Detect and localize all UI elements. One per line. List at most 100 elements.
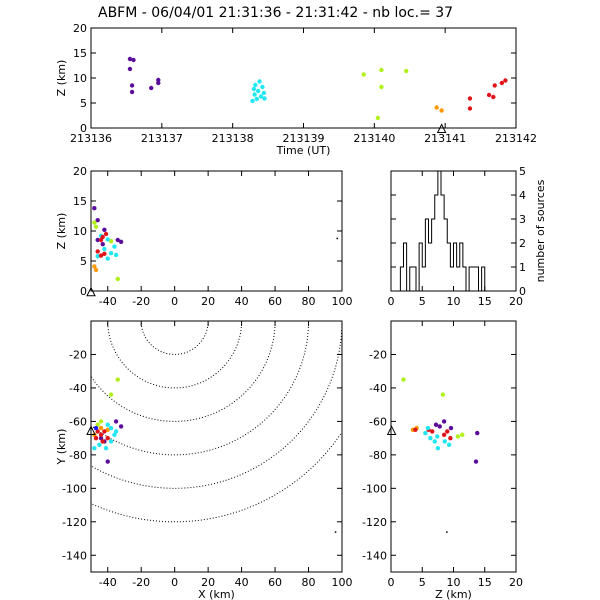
data-point (112, 432, 117, 437)
y-tick-label: 0 (519, 285, 526, 298)
x-tick-label: 10 (447, 576, 461, 589)
y-tick-label: 20 (73, 165, 87, 178)
data-point (261, 90, 267, 96)
plot-frame (90, 320, 343, 573)
data-point (262, 96, 267, 101)
data-point (115, 237, 120, 243)
data-point (404, 68, 409, 74)
figure-title: ABFM - 06/04/01 21:31:36 - 21:31:42 - nb… (98, 5, 453, 21)
data-point (252, 92, 257, 97)
y-tick-label: -120 (62, 516, 87, 529)
x-tick-label: 80 (302, 576, 316, 589)
data-point (440, 392, 446, 397)
data-point (93, 425, 99, 431)
data-point (112, 244, 117, 249)
data-point (105, 256, 110, 261)
data-point (413, 427, 418, 432)
data-point (129, 89, 135, 95)
y-tick-label: -60 (369, 415, 387, 428)
data-point (113, 429, 119, 434)
data-point (336, 237, 338, 240)
x-axis-label: Time (UT) (276, 144, 331, 157)
y-tick-label: -140 (62, 549, 87, 562)
histogram-bars (399, 170, 486, 292)
data-point (95, 254, 100, 259)
data-point (95, 218, 100, 223)
y-tick-label: 5 (80, 97, 87, 110)
data-point (257, 79, 262, 84)
data-point (98, 425, 104, 431)
x-tick-label: 213137 (141, 132, 183, 145)
data-point (375, 115, 381, 121)
panel-height-y: 0 5 10 15 20 -140 -120 -100 -80 -60 -40 -20 Z (km) (362, 320, 523, 600)
x-tick-label: 15 (478, 295, 492, 308)
y-tick-label: -80 (369, 449, 387, 462)
data-point (108, 239, 114, 244)
x-tick-label: 10 (447, 295, 461, 308)
data-point (92, 220, 97, 225)
data-point (100, 439, 105, 444)
data-point (102, 251, 107, 256)
x-tick-label: 0 (388, 576, 395, 589)
data-point (92, 445, 97, 451)
data-point (98, 435, 104, 441)
data-point (108, 439, 114, 444)
x-tick-label: 213140 (353, 132, 395, 145)
data-point (129, 83, 135, 88)
y-tick-label: -20 (69, 348, 87, 361)
data-point (108, 392, 114, 397)
y-tick-label: -60 (69, 415, 87, 428)
x-tick-label: 20 (201, 295, 215, 308)
data-point (467, 96, 473, 101)
data-point (102, 227, 107, 232)
data-point (108, 251, 114, 256)
y-tick-label: -20 (369, 348, 387, 361)
data-point (334, 531, 337, 533)
data-point (98, 237, 104, 243)
y-tick-label: -80 (69, 449, 87, 462)
x-tick-label: 20 (509, 295, 523, 308)
x-tick-label: 60 (268, 576, 282, 589)
data-point (113, 419, 119, 424)
y-tick-label: -120 (362, 516, 387, 529)
data-point (425, 425, 431, 431)
data-point (102, 246, 107, 252)
data-point (423, 430, 428, 436)
data-point (118, 239, 124, 244)
data-point (442, 439, 447, 444)
x-axis-label: Z (km) (435, 588, 472, 600)
x-tick-label: 20 (509, 576, 523, 589)
y-tick-label: -100 (362, 482, 387, 495)
data-point (503, 78, 508, 83)
data-point (105, 237, 110, 242)
data-point (460, 432, 465, 437)
data-point (95, 429, 100, 434)
range-ring (91, 321, 276, 422)
data-point (105, 427, 110, 432)
data-point (97, 442, 102, 448)
y-axis-label: Z (km) (55, 213, 68, 250)
data-point (430, 429, 435, 434)
data-point (93, 267, 99, 273)
data-point (115, 276, 120, 282)
data-point (115, 377, 120, 382)
y-tick-label: 3 (519, 213, 526, 226)
x-tick-label: 20 (201, 576, 215, 589)
data-point (437, 424, 442, 429)
data-point (92, 206, 97, 211)
x-tick-label: 15 (478, 576, 492, 589)
y-axis-label: Y (km) (55, 429, 68, 466)
y-tick-label: -100 (62, 482, 87, 495)
data-point (131, 57, 136, 63)
range-ring (91, 321, 309, 456)
range-ring (91, 430, 342, 523)
data-point (98, 432, 104, 437)
x-tick-label: 5 (419, 576, 426, 589)
data-point (448, 435, 453, 441)
x-tick-label: -20 (132, 295, 150, 308)
data-point (475, 430, 480, 436)
data-point (439, 108, 444, 113)
data-point (467, 106, 473, 111)
x-tick-label: 0 (171, 295, 178, 308)
